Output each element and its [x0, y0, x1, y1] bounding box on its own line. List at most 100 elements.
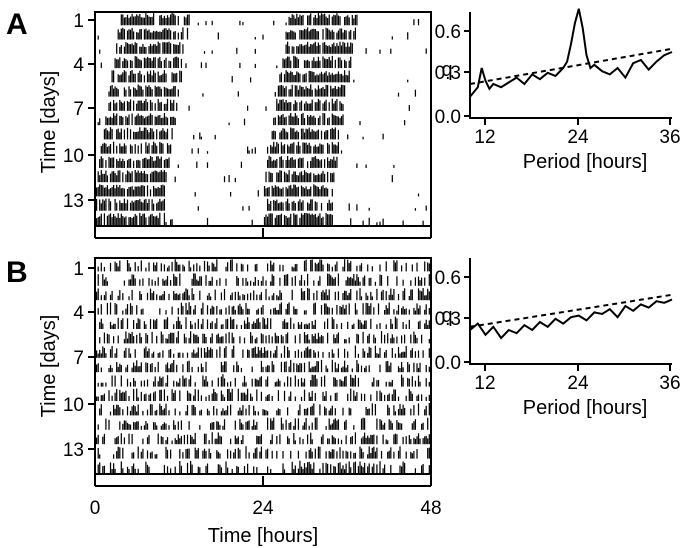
activity-bar — [316, 102, 318, 111]
activity-bar — [165, 338, 167, 344]
activity-bar — [294, 113, 296, 126]
activity-bar — [331, 98, 333, 111]
activity-bar — [168, 17, 170, 26]
activity-bar — [251, 323, 253, 329]
activity-bar — [425, 295, 427, 301]
activity-bar — [197, 148, 199, 154]
activity-bar — [313, 173, 315, 183]
activity-bar — [145, 333, 147, 344]
activity-bar — [247, 349, 249, 358]
activity-bar — [100, 170, 102, 183]
activity-bar — [331, 435, 333, 445]
activity-bar — [299, 333, 301, 344]
activity-bar — [419, 381, 421, 387]
activity-bar — [333, 449, 335, 459]
activity-bar — [111, 217, 113, 225]
activity-bar — [237, 305, 239, 315]
activity-bar — [154, 72, 156, 83]
activity-bar — [173, 86, 175, 97]
activity-bar — [368, 408, 370, 416]
activity-bar — [307, 288, 309, 301]
activity-bar — [242, 382, 244, 387]
activity-bar — [391, 394, 393, 401]
activity-bar — [200, 276, 203, 286]
activity-bar — [365, 407, 367, 416]
activity-bar — [145, 13, 147, 26]
activity-bar — [156, 262, 158, 272]
activity-bar — [159, 141, 161, 154]
activity-bar — [288, 102, 290, 111]
activity-bar — [171, 332, 173, 344]
activity-bar — [337, 15, 340, 26]
activity-bar — [242, 22, 244, 26]
activity-bar — [325, 99, 327, 111]
activity-bar — [116, 389, 118, 401]
activity-bar — [111, 290, 113, 301]
activity-bar — [123, 46, 126, 54]
activity-bar — [247, 421, 249, 430]
activity-bar — [279, 434, 281, 445]
activity-bar — [240, 306, 243, 315]
activity-bar — [305, 259, 307, 272]
activity-bar — [170, 89, 172, 97]
activity-bar — [305, 451, 307, 459]
activity-bar — [148, 466, 150, 473]
activity-bar — [99, 408, 101, 416]
activity-bar — [324, 375, 326, 387]
activity-bar — [262, 409, 264, 416]
activity-bar — [330, 395, 332, 401]
activity-bar — [345, 339, 347, 344]
activity-bar — [288, 46, 290, 54]
activity-bar — [305, 86, 307, 97]
activity-bar — [331, 29, 333, 40]
activity-bar — [287, 322, 289, 329]
activity-bar — [133, 100, 135, 111]
activity-bar — [297, 175, 300, 183]
activity-bar — [191, 464, 193, 473]
activity-bar — [416, 337, 418, 344]
activity-bar — [159, 102, 161, 111]
activity-bar — [183, 266, 186, 272]
activity-bar — [290, 422, 292, 430]
activity-bar — [333, 42, 335, 54]
activity-bar — [399, 403, 401, 416]
activity-bar — [163, 113, 166, 126]
activity-bar — [425, 435, 427, 445]
activity-bar — [262, 276, 264, 286]
activity-bar — [260, 434, 263, 445]
activity-bar — [123, 17, 126, 26]
activity-bar — [193, 294, 195, 301]
activity-bar — [234, 448, 236, 459]
activity-bar — [125, 203, 127, 211]
activity-bar — [205, 433, 207, 445]
activity-bar — [220, 376, 223, 387]
activity-bar — [251, 378, 253, 387]
activity-bar — [307, 462, 309, 473]
activity-bar — [268, 203, 270, 211]
activity-bar — [339, 87, 341, 97]
activity-bar — [422, 464, 424, 473]
activity-bar — [279, 170, 281, 183]
activity-bar — [119, 158, 121, 168]
activity-bar — [337, 30, 340, 40]
activity-bar — [148, 159, 150, 168]
activity-bar — [307, 15, 309, 26]
activity-bar — [291, 277, 293, 286]
activity-bar — [316, 217, 318, 225]
activity-bar — [145, 461, 147, 473]
activity-bar — [222, 365, 224, 373]
activity-bar — [190, 434, 192, 445]
activity-bar — [105, 353, 107, 358]
activity-bar — [106, 175, 109, 183]
activity-bar — [157, 156, 159, 168]
activity-bar — [188, 337, 190, 344]
activity-bar — [191, 288, 193, 301]
activity-bar — [303, 132, 306, 140]
activity-bar — [139, 127, 141, 140]
activity-bar — [191, 324, 193, 329]
activity-bar — [280, 115, 283, 126]
activity-bar — [276, 65, 278, 69]
activity-bar — [123, 217, 126, 225]
activity-bar — [163, 264, 166, 272]
activity-bar — [239, 303, 241, 315]
